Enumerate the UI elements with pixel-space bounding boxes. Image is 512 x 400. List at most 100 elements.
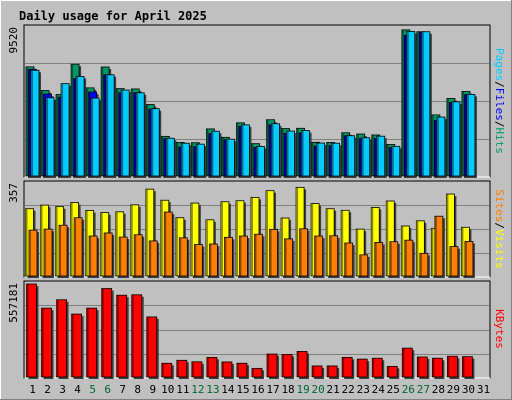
legend-pages-files-hits-part: Hits — [493, 128, 506, 155]
day-label-28: 28 — [432, 383, 445, 396]
pages-bar-day-7 — [120, 89, 132, 178]
pages-bar-day-30 — [466, 93, 477, 178]
sites-bar-day-3 — [58, 224, 70, 278]
files-bar-day-20-edge — [314, 146, 317, 176]
files-bar-day-13-edge — [208, 134, 211, 176]
files-bar-day-12-edge — [193, 147, 196, 176]
hits-bar-day-22-edge — [341, 133, 344, 176]
sites-bar-day-2 — [43, 228, 55, 278]
day-label-15: 15 — [236, 383, 249, 396]
kbytes-bar-day-2 — [41, 307, 54, 379]
pages-bar-day-12-edge — [196, 144, 199, 176]
visits-bar-day-12-edge — [190, 203, 193, 276]
visits-bar-day-8-edge — [130, 205, 133, 276]
pages-bar-day-6 — [105, 74, 117, 178]
sites-bar-day-30-edge — [464, 241, 467, 276]
hits-bar-day-3-edge — [56, 95, 59, 176]
hits-bar-day-2-edge — [41, 90, 44, 176]
legend-pages-files-hits-part: Files — [493, 88, 506, 121]
sites-bar-day-16-edge — [254, 234, 257, 276]
pages-bar-day-18-edge — [286, 131, 289, 176]
pages-bar-day-11-edge — [181, 143, 184, 176]
visits-bar-day-14-edge — [220, 202, 223, 276]
hits-bar-day-10-edge — [161, 136, 164, 176]
sites-bar-day-21 — [329, 235, 340, 278]
pages-bar-day-3-edge — [61, 84, 64, 176]
sites-bar-day-18-edge — [284, 239, 287, 276]
visits-bar-day-5-edge — [85, 211, 88, 276]
kbytes-bar-day-24-edge — [372, 358, 375, 377]
sites-bar-day-13 — [208, 243, 220, 278]
kbytes-bar-day-3 — [56, 299, 69, 379]
sites-bar-day-4-edge — [74, 218, 77, 276]
pages-bar-day-7-edge — [121, 90, 124, 176]
sites-bar-day-12 — [193, 244, 205, 278]
kbytes-bar-day-12 — [191, 361, 204, 379]
visits-bar-day-15-edge — [235, 201, 238, 276]
day-label-21: 21 — [327, 383, 340, 396]
pages-bar-day-19 — [301, 130, 312, 178]
sites-bar-day-17 — [269, 228, 280, 278]
pages-bar-day-25-edge — [391, 146, 394, 176]
pages-bar-day-16-edge — [256, 146, 259, 176]
pages-bar-day-8 — [135, 92, 147, 178]
files-bar-day-22-edge — [344, 136, 347, 176]
sites-bar-day-10-edge — [164, 212, 167, 276]
sites-bar-day-6 — [103, 232, 115, 278]
kbytes-bar-day-6-edge — [101, 289, 104, 377]
sites-bar-day-25-edge — [389, 242, 392, 276]
pages-bar-day-18 — [286, 130, 297, 178]
files-bar-day-30-edge — [464, 95, 467, 176]
sites-bar-day-22 — [344, 242, 355, 278]
day-label-20: 20 — [312, 383, 325, 396]
sites-bar-day-29-edge — [449, 247, 452, 276]
files-bar-day-17-edge — [269, 125, 272, 176]
hits-bar-day-7-edge — [116, 89, 119, 176]
legend-sites-visits-part: / — [493, 222, 506, 229]
pages-bar-day-24 — [376, 135, 387, 178]
visits-bar-day-17-edge — [266, 191, 269, 276]
hits-bar-day-25-edge — [386, 144, 389, 176]
kbytes-bar-day-25 — [386, 365, 400, 379]
day-label-5: 5 — [89, 383, 96, 396]
kbytes-bar-day-22-edge — [342, 357, 345, 377]
sites-bar-day-10 — [163, 211, 175, 278]
visits-bar-day-13-edge — [205, 220, 208, 276]
sites-bar-day-1 — [28, 229, 39, 278]
visits-bar-day-11-edge — [175, 218, 178, 276]
sites-bar-day-23-edge — [359, 255, 362, 276]
sites-bar-day-12-edge — [194, 245, 197, 276]
kbytes-bar-day-26-edge — [402, 348, 405, 377]
kbytes-bar-day-19-edge — [297, 351, 300, 377]
kbytes-bar-day-24 — [371, 357, 385, 379]
files-bar-day-28-edge — [434, 121, 437, 176]
sites-bar-day-14-edge — [224, 237, 227, 276]
kbytes-bar-day-8-edge — [131, 295, 134, 377]
pages-bar-day-21-edge — [331, 143, 334, 176]
files-bar-day-27-edge — [419, 32, 422, 176]
sites-bar-day-27 — [419, 252, 430, 278]
sites-bar-day-19-edge — [299, 229, 302, 276]
hits-bar-day-19-edge — [296, 128, 299, 176]
files-bar-day-18-edge — [284, 133, 287, 176]
files-bar-day-7-edge — [118, 93, 121, 176]
hits-bar-day-14-edge — [221, 137, 224, 176]
pages-bar-day-29 — [451, 101, 462, 178]
day-label-24: 24 — [372, 383, 386, 396]
legend-pages-files-hits-part: / — [493, 121, 506, 128]
kbytes-bar-day-1 — [26, 283, 39, 379]
pages-bar-day-11 — [180, 142, 192, 178]
day-label-27: 27 — [417, 383, 430, 396]
hits-bar-day-16-edge — [251, 144, 254, 176]
pages-bar-day-24-edge — [376, 136, 379, 176]
pages-bar-day-25 — [391, 145, 402, 178]
pages-bar-day-26 — [406, 31, 417, 179]
panel-1-ymax-label: 357 — [7, 183, 20, 203]
sites-bar-day-29 — [449, 246, 460, 278]
sites-bar-day-25 — [389, 241, 400, 278]
hits-bar-day-18-edge — [281, 129, 284, 176]
sites-bar-day-15 — [239, 235, 250, 278]
kbytes-bar-day-23 — [356, 358, 370, 379]
